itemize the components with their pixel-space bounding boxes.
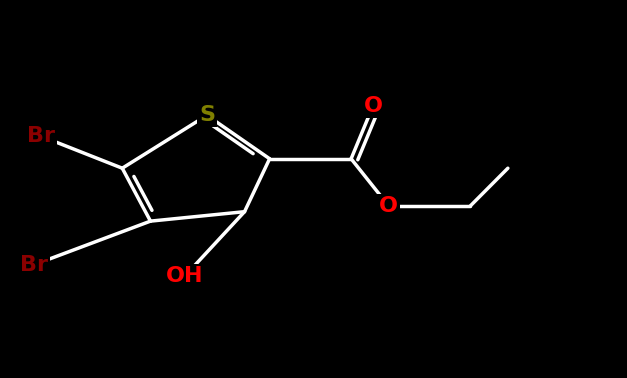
Text: O: O xyxy=(364,96,382,116)
Text: O: O xyxy=(379,196,398,216)
Text: Br: Br xyxy=(27,126,55,146)
Text: OH: OH xyxy=(166,266,204,286)
Text: Br: Br xyxy=(21,255,48,274)
Text: S: S xyxy=(199,105,215,125)
